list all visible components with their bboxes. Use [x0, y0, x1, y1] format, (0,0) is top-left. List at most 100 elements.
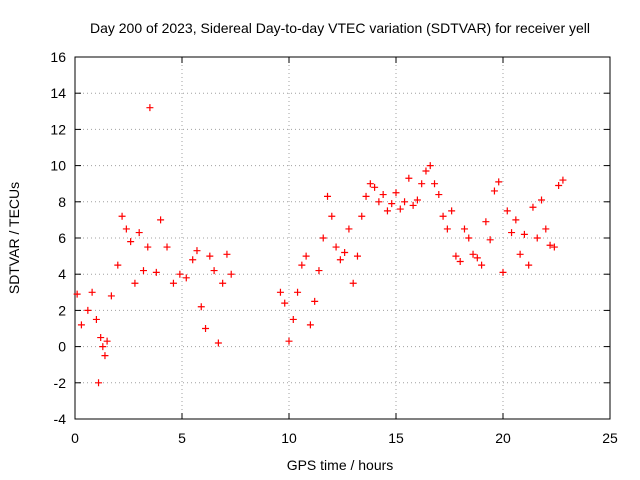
data-point: [103, 337, 111, 345]
data-point: [529, 203, 537, 211]
data-point: [435, 191, 443, 199]
data-point: [422, 167, 430, 175]
data-point: [193, 247, 201, 255]
data-point: [114, 261, 122, 269]
data-point: [276, 288, 284, 296]
data-point: [101, 352, 109, 360]
data-points: [73, 104, 567, 387]
data-point: [555, 182, 563, 190]
x-tick-label: 5: [178, 430, 186, 446]
data-point: [107, 292, 115, 300]
data-point: [375, 198, 383, 206]
data-point: [127, 238, 135, 246]
data-point: [550, 243, 558, 251]
data-point: [439, 212, 447, 220]
data-point: [182, 274, 190, 282]
data-point: [214, 339, 222, 347]
data-point: [157, 216, 165, 224]
data-point: [499, 268, 507, 276]
data-point: [219, 279, 227, 287]
data-point: [197, 303, 205, 311]
data-point: [328, 212, 336, 220]
y-tick-label: 10: [50, 158, 66, 174]
data-point: [469, 250, 477, 258]
data-point: [495, 178, 503, 186]
data-point: [345, 225, 353, 233]
data-point: [431, 180, 439, 188]
y-tick-label: 16: [50, 49, 66, 65]
data-point: [413, 196, 421, 204]
data-point: [285, 337, 293, 345]
data-point: [206, 252, 214, 260]
y-axis-label: SDTVAR / TECUs: [6, 182, 22, 294]
data-point: [306, 321, 314, 329]
x-tick-label: 0: [71, 430, 79, 446]
data-point: [95, 379, 103, 387]
data-point: [92, 315, 100, 323]
data-point: [210, 267, 218, 275]
data-point: [443, 225, 451, 233]
data-point: [559, 176, 567, 184]
data-point: [302, 252, 310, 260]
data-point: [362, 192, 370, 200]
data-point: [349, 279, 357, 287]
data-point: [131, 279, 139, 287]
y-tick-label: 4: [58, 266, 66, 282]
data-point: [426, 162, 434, 170]
data-point: [88, 288, 96, 296]
data-point: [486, 236, 494, 244]
data-point: [332, 243, 340, 251]
data-point: [227, 270, 235, 278]
x-tick-label: 10: [281, 430, 297, 446]
y-tick-label: 8: [58, 194, 66, 210]
data-point: [77, 321, 85, 329]
data-point: [538, 196, 546, 204]
data-point: [202, 325, 210, 332]
grid: [75, 57, 610, 419]
data-point: [144, 243, 152, 251]
x-tick-label: 15: [388, 430, 404, 446]
y-tick-label: -2: [54, 375, 67, 391]
data-point: [383, 207, 391, 215]
data-point: [478, 261, 486, 269]
data-point: [99, 343, 107, 351]
data-point: [371, 183, 379, 191]
data-point: [396, 205, 404, 213]
data-point: [319, 234, 327, 242]
data-point: [315, 267, 323, 275]
x-tick-label: 20: [495, 430, 511, 446]
data-point: [336, 256, 344, 264]
chart-title: Day 200 of 2023, Sidereal Day-to-day VTE…: [90, 20, 590, 36]
data-point: [473, 254, 481, 262]
data-point: [512, 216, 520, 224]
data-point: [122, 225, 130, 233]
y-tick-label: 14: [50, 85, 66, 101]
y-tick-label: 6: [58, 230, 66, 246]
data-point: [456, 258, 464, 266]
data-point: [448, 207, 456, 215]
data-point: [139, 267, 147, 275]
data-point: [379, 191, 387, 199]
data-point: [294, 288, 302, 296]
data-point: [169, 279, 177, 287]
data-point: [152, 268, 160, 276]
data-point: [392, 189, 400, 197]
data-point: [546, 241, 554, 249]
data-point: [223, 250, 231, 258]
data-point: [508, 229, 516, 237]
data-point: [503, 207, 511, 215]
data-point: [525, 261, 533, 269]
y-tick-label: 2: [58, 302, 66, 318]
data-point: [405, 174, 413, 182]
data-point: [135, 229, 143, 237]
data-point: [465, 234, 473, 242]
data-point: [97, 334, 105, 342]
data-point: [418, 180, 426, 188]
data-point: [516, 250, 524, 258]
data-point: [298, 261, 306, 269]
data-point: [520, 230, 528, 238]
data-point: [401, 198, 409, 206]
data-point: [176, 270, 184, 278]
data-point: [388, 200, 396, 208]
